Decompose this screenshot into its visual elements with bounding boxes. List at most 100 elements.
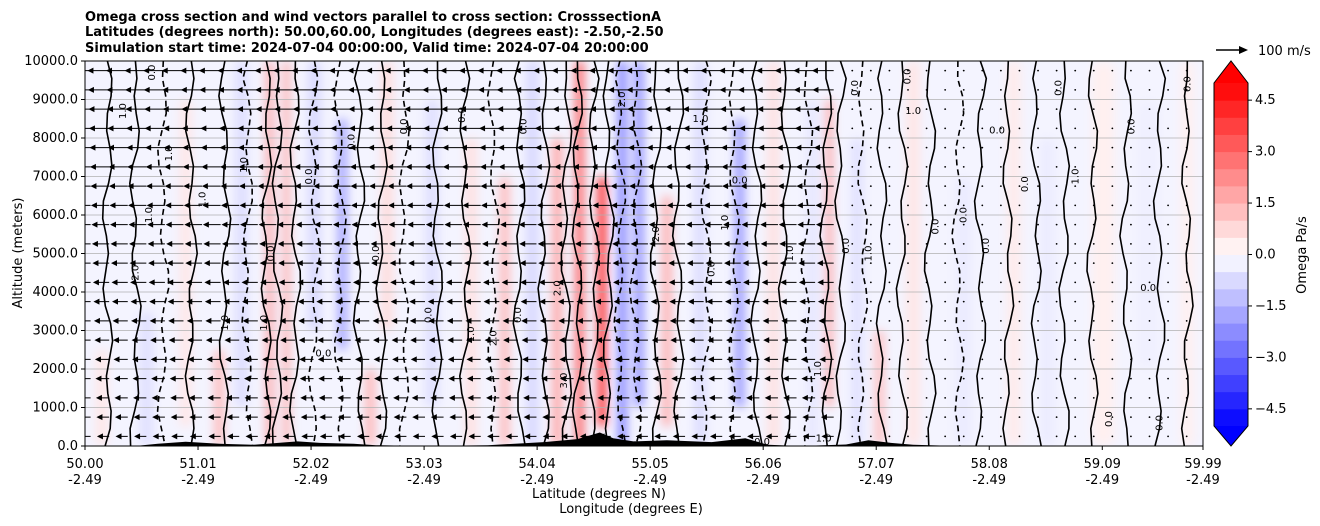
wind-vector-head <box>703 202 710 209</box>
wind-vector-head <box>577 337 584 344</box>
wind-vector-point <box>1055 396 1058 399</box>
wind-vector-head <box>368 163 375 170</box>
wind-vector-head <box>181 125 188 132</box>
wind-vector-point <box>888 339 891 342</box>
wind-vector-head <box>616 394 623 401</box>
wind-vector-head <box>278 279 285 286</box>
wind-vector-point <box>925 146 928 149</box>
colorbar-segments <box>1214 61 1248 446</box>
wind-vector-head <box>654 433 661 440</box>
colorbar-outline <box>1213 60 1249 447</box>
wind-vector-head <box>764 394 771 401</box>
wind-vector-point <box>944 88 947 91</box>
wind-vector-head <box>612 240 619 247</box>
omega-contour-line <box>241 61 254 446</box>
wind-vector-head <box>744 337 751 344</box>
wind-vector-head <box>240 221 247 228</box>
contour-label: 0.0 <box>266 246 277 262</box>
wind-vector-point <box>1092 146 1095 149</box>
wind-vector-point <box>1092 396 1095 399</box>
contour-label: 1.0 <box>198 192 209 208</box>
wind-vector-point <box>1055 300 1058 303</box>
wind-vector-head <box>300 414 307 421</box>
wind-vector-point <box>1037 204 1039 207</box>
wind-vector-head <box>756 67 763 74</box>
wind-vector-head <box>207 394 214 401</box>
wind-vector-point <box>981 223 984 226</box>
wind-vector-point <box>851 319 854 322</box>
wind-vector-head <box>312 163 319 170</box>
wind-vector-point <box>869 319 872 322</box>
wind-vector-point <box>1018 377 1021 380</box>
colorbar-segment <box>1214 340 1248 358</box>
wind-vector-point <box>1130 358 1132 361</box>
wind-vector-point <box>981 281 984 284</box>
wind-vector-point <box>1167 281 1169 284</box>
wind-vector-head <box>664 106 671 113</box>
wind-vector-head <box>725 317 732 324</box>
wind-vector-point <box>1185 185 1188 188</box>
x-tick-label-longitude: -2.49 <box>1186 473 1220 488</box>
wind-vector-point <box>1148 242 1151 245</box>
wind-vector-head <box>672 433 679 440</box>
wind-vector-head <box>487 433 494 440</box>
wind-vector-point <box>925 88 928 91</box>
wind-vector-head <box>106 86 113 93</box>
wind-vectors <box>85 67 1188 440</box>
wind-vector-point <box>1130 223 1132 226</box>
wind-vector-head <box>684 183 691 190</box>
wind-vector-head <box>347 67 354 74</box>
wind-vector-head <box>241 279 248 286</box>
wind-vector-head <box>205 317 212 324</box>
wind-vector-head <box>165 221 172 228</box>
wind-vector-head <box>278 260 285 267</box>
wind-vector-point <box>999 69 1002 72</box>
wind-vector-head <box>776 144 783 151</box>
wind-vector-point <box>1055 146 1058 149</box>
wind-vector-head <box>90 183 97 190</box>
wind-vector-head <box>817 279 824 286</box>
wind-vector-head <box>759 183 766 190</box>
y-tick-label: 2000.0 <box>33 362 79 377</box>
wind-vector-head <box>219 163 226 170</box>
wind-vector-head <box>356 394 363 401</box>
omega-contour-line <box>560 61 573 446</box>
wind-vector-head <box>741 221 748 228</box>
wind-vector-point <box>1185 396 1188 399</box>
wind-vector-head <box>256 144 263 151</box>
wind-vector-point <box>925 165 928 168</box>
wind-vector-head <box>203 260 210 267</box>
wind-vector-head <box>331 183 338 190</box>
wind-vector-head <box>463 260 470 267</box>
wind-vector-head <box>428 337 435 344</box>
quiver-key-head <box>1239 46 1248 54</box>
wind-vector-head <box>150 337 157 344</box>
wind-vector-head <box>777 183 784 190</box>
omega-contour-line <box>1002 61 1015 446</box>
wind-vector-point <box>1148 146 1151 149</box>
wind-vector-head <box>87 67 94 74</box>
wind-vector-head <box>503 337 510 344</box>
wind-vector-head <box>537 221 544 228</box>
wind-vector-head <box>484 317 491 324</box>
wind-vector-point <box>1092 416 1095 419</box>
wind-vector-point <box>1111 88 1114 91</box>
wind-vector-head <box>168 317 175 324</box>
wind-vector-head <box>280 356 287 363</box>
wind-vector-head <box>571 125 578 132</box>
wind-vector-head <box>319 433 326 440</box>
wind-vector-head <box>626 67 633 74</box>
wind-vector-point <box>1055 204 1058 207</box>
wind-vector-head <box>91 221 98 228</box>
wind-vector-head <box>199 86 206 93</box>
colorbar-segment <box>1214 117 1248 135</box>
wind-vector-head <box>504 394 511 401</box>
wind-vector-head <box>441 106 448 113</box>
wind-vector-head <box>541 375 548 382</box>
wind-vector-head <box>613 279 620 286</box>
wind-vector-head <box>811 67 818 74</box>
wind-vector-head <box>335 317 342 324</box>
wind-vector-head <box>442 163 449 170</box>
wind-vector-head <box>560 394 567 401</box>
wind-vector-head <box>300 394 307 401</box>
